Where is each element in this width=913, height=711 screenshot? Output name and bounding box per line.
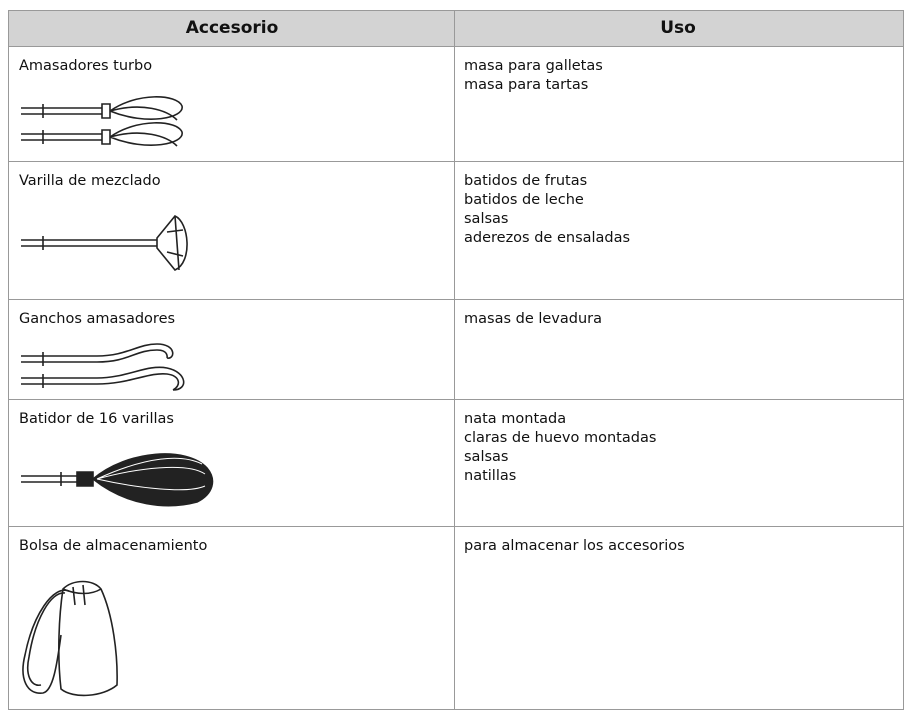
table-row: Batidor de 16 varillas nata montada clar…: [9, 399, 903, 526]
use: batidos de frutas: [464, 173, 588, 189]
accessory-name: Varilla de mezclado: [19, 173, 161, 189]
table-row: Bolsa de almacenamiento para almacenar l…: [9, 526, 903, 711]
uses: masa para galletas masa para tartas: [464, 57, 603, 95]
table-row: Ganchos amasadores masas de levadura: [9, 299, 903, 399]
dough-hooks-icon: [21, 343, 185, 391]
table-row: Amasadores turbo masa para galletas masa…: [9, 46, 903, 161]
use: natillas: [464, 468, 517, 484]
accessory-name: Batidor de 16 varillas: [19, 411, 174, 427]
storage-bag-icon: [22, 580, 118, 697]
use: masa para tartas: [464, 77, 589, 93]
uses: para almacenar los accesorios: [464, 537, 685, 556]
use: batidos de leche: [464, 192, 584, 208]
accessory-name: Amasadores turbo: [19, 58, 153, 74]
header-row: Accesorio Uso: [9, 11, 903, 46]
uses: batidos de frutas batidos de leche salsa…: [464, 172, 630, 248]
use: nata montada: [464, 411, 567, 427]
header-cell: Accesorio: [185, 18, 279, 38]
table-row: Varilla de mezclado batidos de frutas ba…: [9, 161, 903, 299]
uses: masas de levadura: [464, 310, 602, 329]
turbo-beaters-icon: [21, 96, 183, 147]
header-cell: Uso: [660, 18, 696, 38]
balloon-whisk-icon: [21, 453, 214, 507]
accessory-name: Ganchos amasadores: [19, 311, 176, 327]
use: para almacenar los accesorios: [464, 538, 685, 554]
column-divider: [454, 11, 455, 709]
mixing-rod-icon: [21, 215, 188, 271]
use: masa para galletas: [464, 58, 603, 74]
use: aderezos de ensaladas: [464, 230, 631, 246]
uses: nata montada claras de huevo montadas sa…: [464, 410, 656, 486]
use: masas de levadura: [464, 311, 603, 327]
accessory-table: Accesorio Uso Amasadores turbo masa para…: [8, 10, 904, 710]
accessory-name: Bolsa de almacenamiento: [19, 538, 208, 554]
use: salsas: [464, 449, 509, 465]
use: claras de huevo montadas: [464, 430, 657, 446]
use: salsas: [464, 211, 509, 227]
